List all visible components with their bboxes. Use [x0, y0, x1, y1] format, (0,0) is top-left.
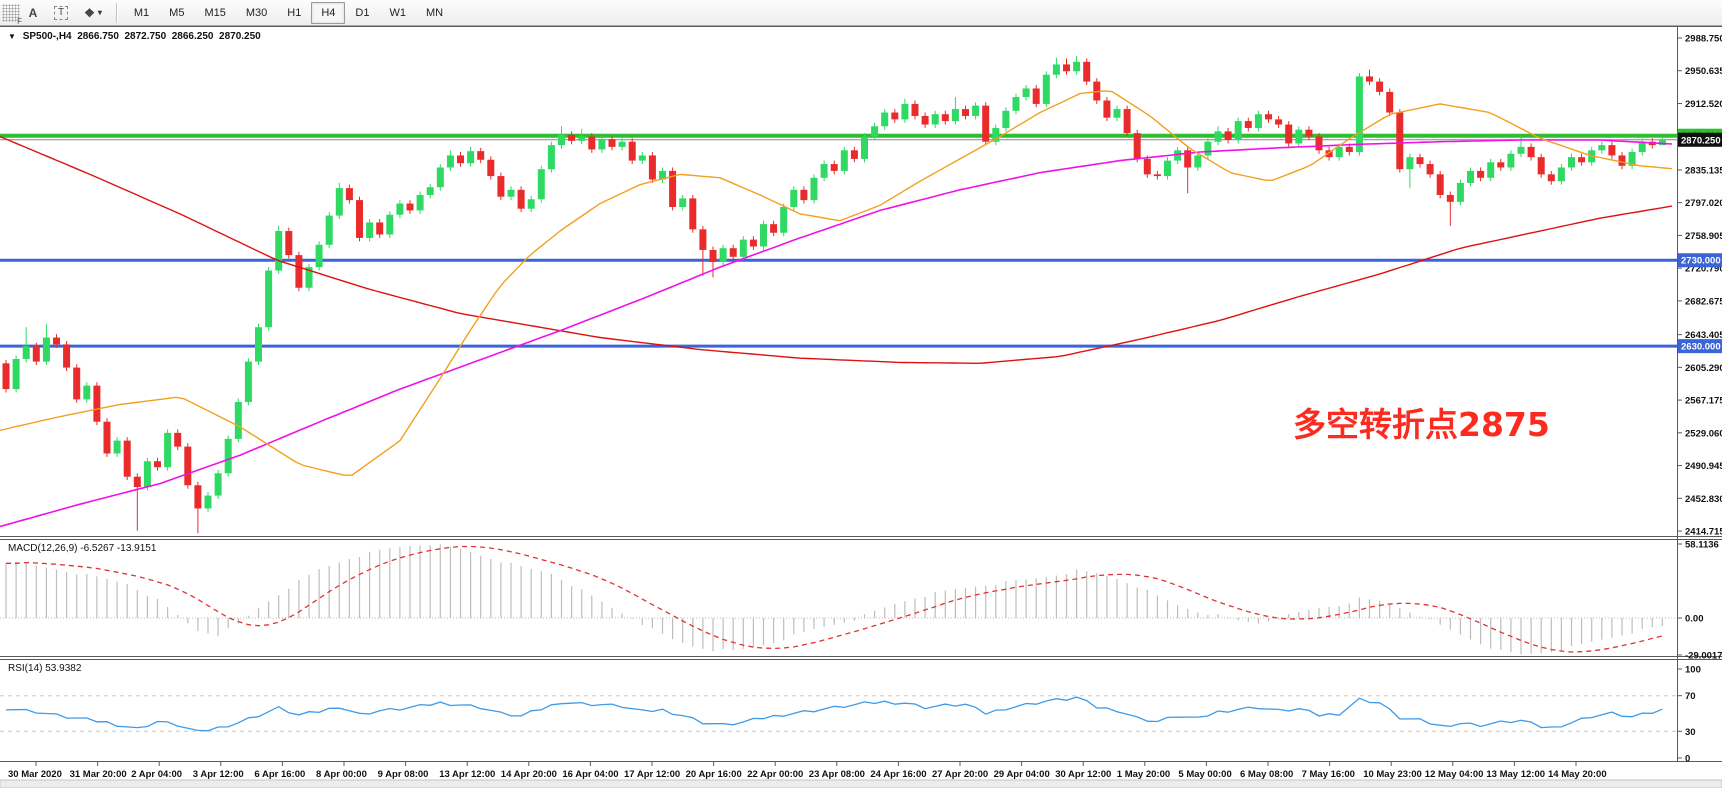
timeframe-button-m1[interactable]: M1 [124, 2, 159, 24]
svg-text:2870.250: 2870.250 [1681, 135, 1721, 146]
svg-text:2630.000: 2630.000 [1681, 342, 1721, 353]
svg-text:13 May 12:00: 13 May 12:00 [1486, 769, 1545, 780]
svg-text:16 Apr 04:00: 16 Apr 04:00 [562, 769, 618, 780]
svg-text:6 Apr 16:00: 6 Apr 16:00 [254, 769, 305, 780]
pane-borders [0, 26, 1722, 788]
grip-f-label: F [17, 16, 22, 26]
svg-text:2797.020: 2797.020 [1685, 198, 1722, 209]
svg-text:30 Apr 12:00: 30 Apr 12:00 [1055, 769, 1111, 780]
text-label-tool-button[interactable]: A [21, 2, 45, 24]
timeframe-button-h1[interactable]: H1 [277, 2, 311, 24]
toolbar-grip-icon[interactable]: F [2, 3, 22, 26]
svg-text:-29.0017: -29.0017 [1685, 650, 1722, 661]
svg-text:2912.520: 2912.520 [1685, 99, 1722, 110]
rsi-line [5, 696, 1663, 732]
svg-text:0: 0 [1685, 754, 1690, 765]
timeframe-button-mn[interactable]: MN [416, 2, 453, 24]
svg-text:0.00: 0.00 [1685, 614, 1704, 625]
macd-signal-line [6, 545, 1663, 653]
rsi-pane: 100 70 30 0 [0, 665, 1701, 765]
timeframe-buttons: M1 M5 M15 M30 H1 H4 D1 W1 MN [124, 1, 453, 24]
svg-text:2452.830: 2452.830 [1685, 494, 1722, 505]
timeframe-button-h4[interactable]: H4 [311, 1, 346, 24]
svg-text:13 Apr 12:00: 13 Apr 12:00 [439, 769, 495, 780]
svg-text:2643.405: 2643.405 [1685, 330, 1722, 341]
svg-text:100: 100 [1685, 665, 1701, 676]
objects-icon: ❖ [84, 5, 95, 20]
price-badge-2630.000: 2630.000 [1678, 339, 1722, 354]
svg-text:2490.945: 2490.945 [1685, 461, 1722, 472]
svg-text:17 Apr 12:00: 17 Apr 12:00 [624, 769, 680, 780]
svg-text:2720.790: 2720.790 [1685, 264, 1722, 275]
svg-text:27 Apr 20:00: 27 Apr 20:00 [932, 769, 988, 780]
price-badge-2870.250: 2870.250 [1678, 132, 1722, 147]
text-box-tool-button[interactable]: T [47, 2, 75, 24]
text-box-icon: T [54, 5, 69, 20]
svg-text:2730.000: 2730.000 [1681, 256, 1721, 267]
moving-averages [0, 90, 1673, 528]
svg-text:14 Apr 20:00: 14 Apr 20:00 [501, 769, 557, 780]
svg-text:2529.060: 2529.060 [1685, 428, 1722, 439]
svg-text:31 Mar 20:00: 31 Mar 20:00 [70, 769, 127, 780]
chevron-down-icon: ▾ [97, 8, 102, 17]
svg-text:2605.290: 2605.290 [1685, 363, 1722, 374]
svg-text:3 Apr 12:00: 3 Apr 12:00 [193, 769, 244, 780]
svg-text:2835.135: 2835.135 [1685, 165, 1722, 176]
svg-text:12 May 04:00: 12 May 04:00 [1425, 769, 1484, 780]
svg-text:20 Apr 16:00: 20 Apr 16:00 [686, 769, 742, 780]
svg-text:58.1136: 58.1136 [1685, 540, 1719, 551]
text-label-icon: A [28, 5, 38, 20]
timeframe-button-d1[interactable]: D1 [345, 2, 379, 24]
svg-text:2950.635: 2950.635 [1685, 66, 1722, 77]
svg-text:2682.675: 2682.675 [1685, 296, 1722, 307]
svg-text:7 May 16:00: 7 May 16:00 [1302, 769, 1355, 780]
svg-text:6 May 08:00: 6 May 08:00 [1240, 769, 1293, 780]
ma-fast-orange [0, 90, 1673, 476]
ma-mid-magenta [0, 139, 1673, 528]
toolbar-separator [115, 2, 118, 23]
ma-slow-red [0, 135, 1673, 365]
svg-text:1 May 20:00: 1 May 20:00 [1117, 769, 1170, 780]
svg-text:2 Apr 04:00: 2 Apr 04:00 [131, 769, 182, 780]
svg-text:70: 70 [1685, 691, 1696, 702]
svg-text:30: 30 [1685, 727, 1696, 738]
timeframe-button-m30[interactable]: M30 [236, 2, 277, 24]
candles [2, 55, 1666, 534]
time-axis: 30 Mar 2020 31 Mar 20:00 2 Apr 04:00 3 Apr … [8, 762, 1607, 780]
svg-text:10 May 23:00: 10 May 23:00 [1363, 769, 1422, 780]
svg-text:14 May 20:00: 14 May 20:00 [1548, 769, 1607, 780]
macd-pane: 58.1136 0.00 -29.0017 [0, 540, 1722, 661]
price-badge-2730.000: 2730.000 [1678, 253, 1722, 268]
svg-text:9 Apr 08:00: 9 Apr 08:00 [378, 769, 429, 780]
svg-text:2414.715: 2414.715 [1685, 527, 1722, 538]
svg-text:2758.905: 2758.905 [1685, 231, 1722, 242]
timeframe-button-m5[interactable]: M5 [159, 2, 194, 24]
svg-text:22 Apr 00:00: 22 Apr 00:00 [747, 769, 803, 780]
toolbar: F A T ❖ ▾ M1 M5 M15 M30 H1 H4 D1 W1 MN [0, 0, 1722, 26]
price-axis: 2988.750 2950.635 2912.520 2835.135 2797.020… [1677, 34, 1722, 538]
svg-text:30 Mar 2020: 30 Mar 2020 [8, 769, 62, 780]
objects-tool-button[interactable]: ❖ ▾ [77, 2, 109, 24]
timeframe-button-w1[interactable]: W1 [379, 2, 416, 24]
svg-text:29 Apr 04:00: 29 Apr 04:00 [994, 769, 1050, 780]
svg-text:2567.175: 2567.175 [1685, 396, 1722, 407]
timeframe-button-m15[interactable]: M15 [194, 2, 235, 24]
horizontal-lines [0, 133, 1677, 348]
svg-text:24 Apr 16:00: 24 Apr 16:00 [870, 769, 926, 780]
svg-text:5 May 00:00: 5 May 00:00 [1178, 769, 1231, 780]
svg-text:2988.750: 2988.750 [1685, 34, 1722, 45]
svg-text:23 Apr 08:00: 23 Apr 08:00 [809, 769, 865, 780]
svg-text:8 Apr 00:00: 8 Apr 00:00 [316, 769, 367, 780]
